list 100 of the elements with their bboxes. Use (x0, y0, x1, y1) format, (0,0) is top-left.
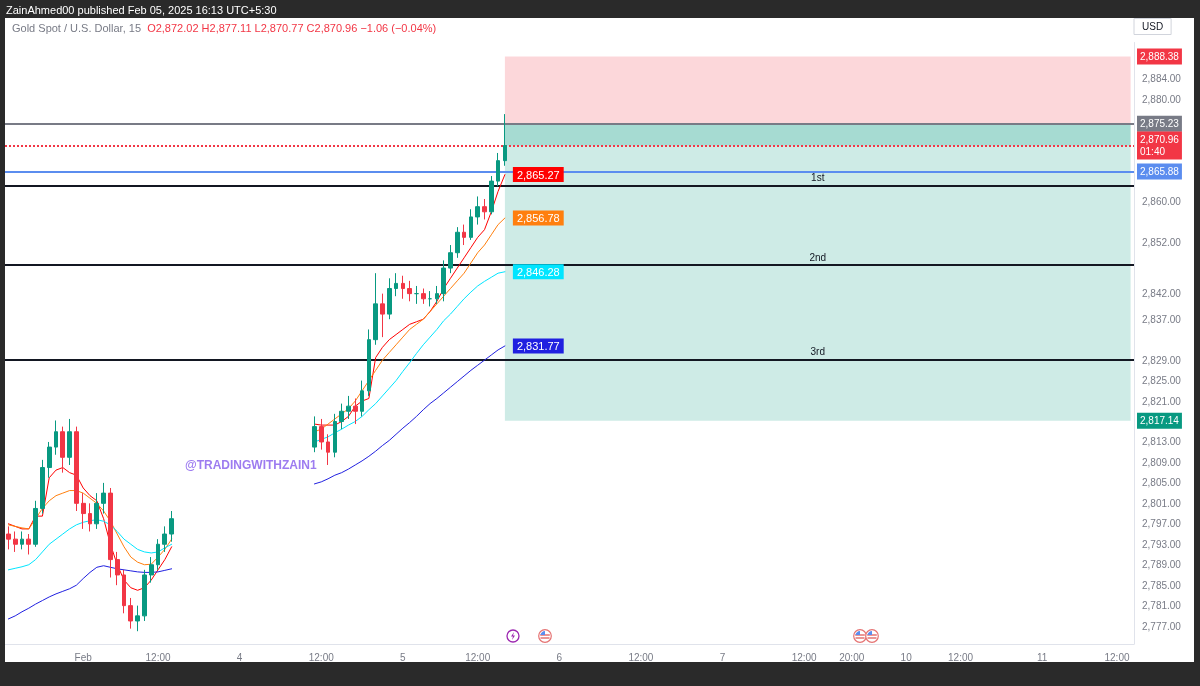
y-tick-label: 2,805.00 (1142, 477, 1182, 489)
candlestick (108, 487, 113, 579)
candlestick (401, 275, 405, 300)
candlestick (326, 433, 330, 466)
candlestick (346, 395, 351, 420)
candlestick (387, 277, 392, 320)
text: O2,872.02 H2,877.11 L2,870.77 C2,870.96 −1.06 (−0.04%) (147, 22, 437, 34)
candlestick (128, 597, 133, 630)
y-tick-label: 2,821.00 (1142, 395, 1182, 407)
candlestick (373, 272, 378, 346)
candlestick (122, 569, 126, 614)
candlestick (74, 426, 79, 512)
y-tick-label: 2,809.00 (1142, 456, 1182, 468)
x-tick-label: 7 (719, 651, 726, 663)
x-tick-label: 4 (236, 651, 243, 663)
x-tick-label: 12:00 (145, 651, 171, 663)
y-tick-label: 2,777.00 (1142, 620, 1182, 632)
candlestick (503, 113, 507, 167)
candlestick (407, 280, 412, 302)
data-label: 2,856.78 (516, 212, 560, 225)
x-tick-label: 12:00 (628, 651, 654, 663)
x-tick-label: 12:00 (948, 651, 974, 663)
y-tick-label: 2,829.00 (1142, 354, 1182, 366)
x-tick-label: 6 (556, 651, 563, 663)
candlestick (489, 175, 494, 215)
y-tick-label: 2,860.00 (1142, 196, 1182, 208)
y-tick-label: 2,797.00 (1142, 518, 1182, 530)
annotation: 1st (811, 172, 825, 184)
candlestick (333, 413, 337, 458)
x-tick-label: 10 (900, 651, 913, 663)
y-tick-label: 2,793.00 (1142, 538, 1182, 550)
candlestick (162, 525, 167, 553)
annotation: 3rd (810, 346, 825, 358)
candlestick (496, 152, 500, 187)
x-tick-label: 12:00 (791, 651, 818, 663)
y-tick-label: 2,801.00 (1142, 497, 1182, 509)
candlestick (353, 397, 358, 425)
candlestick (135, 605, 140, 632)
candlestick (428, 290, 432, 307)
candlestick (421, 288, 426, 305)
y-tick-label: 2,852.00 (1142, 236, 1182, 248)
annotation: 2nd (809, 251, 827, 263)
y-tick-label: 2,785.00 (1142, 579, 1182, 591)
candlestick (482, 198, 487, 220)
candlestick (81, 492, 86, 530)
candlestick (33, 500, 38, 548)
candlestick (26, 533, 31, 555)
candlestick (414, 285, 419, 305)
candlestick (339, 403, 344, 430)
candlestick (115, 551, 120, 586)
x-tick-label: Feb (74, 651, 93, 663)
candlestick (475, 195, 480, 226)
candlestick (462, 224, 466, 246)
x-tick-label: 11 (1036, 651, 1048, 663)
y-tick-label: 2,789.00 (1142, 559, 1182, 571)
annotation: @TRADINGWITHZAIN1 (185, 458, 317, 472)
candlestick (40, 459, 45, 515)
candlestick (47, 441, 52, 479)
candlestick (88, 502, 92, 532)
candlestick (54, 419, 58, 456)
candlestick (394, 272, 398, 297)
x-tick-label: 20:00 (839, 651, 865, 663)
data-label: 2,846.28 (516, 265, 560, 278)
candlestick (441, 259, 446, 302)
x-tick-label: 12:00 (308, 651, 335, 663)
candlestick (360, 380, 364, 417)
y-tick-label: 2,813.00 (1142, 436, 1182, 448)
candlestick (312, 415, 317, 453)
ref-line-label: 2,875.23 (1140, 118, 1180, 130)
candlestick (380, 293, 385, 338)
y-tick-label: 2,781.00 (1142, 600, 1182, 612)
candlestick (6, 525, 11, 550)
candlestick (169, 510, 174, 543)
candlestick (455, 226, 460, 259)
candlestick (20, 530, 24, 550)
band-label: 2,817.14 (1140, 415, 1180, 427)
candlestick (367, 328, 371, 397)
candlestick (142, 569, 147, 622)
candlestick (435, 285, 439, 305)
candlestick (469, 208, 473, 241)
data-label: 2,831.77 (516, 339, 560, 352)
candlestick (60, 426, 65, 474)
ref-line-label: 2,865.88 (1140, 166, 1180, 177)
candlestick (319, 418, 324, 451)
chart-title: Gold Spot / U.S. Dollar, 15 (12, 22, 142, 34)
y-tick-label: 2,880.00 (1142, 93, 1182, 105)
candlestick (101, 482, 106, 515)
y-tick-label: 2,884.00 (1142, 73, 1182, 85)
x-tick-label: 5 (400, 651, 407, 663)
candlestick (94, 492, 99, 530)
candlestick (13, 530, 18, 553)
data-label: 2,865.27 (516, 168, 560, 181)
candlestick (67, 418, 72, 466)
text: ZainAhmed00 published Feb 05, 2025 16:13 UTC+5:30 (6, 3, 277, 18)
ref-line-label: 2,870.96 01:40 (1140, 134, 1180, 158)
y-tick-label: 2,825.00 (1142, 375, 1182, 387)
band-label: 2,888.38 (1140, 50, 1180, 62)
x-tick-label: 12:00 (1104, 651, 1130, 663)
y-axis-title: USD (1142, 21, 1164, 32)
candlestick (156, 538, 160, 571)
